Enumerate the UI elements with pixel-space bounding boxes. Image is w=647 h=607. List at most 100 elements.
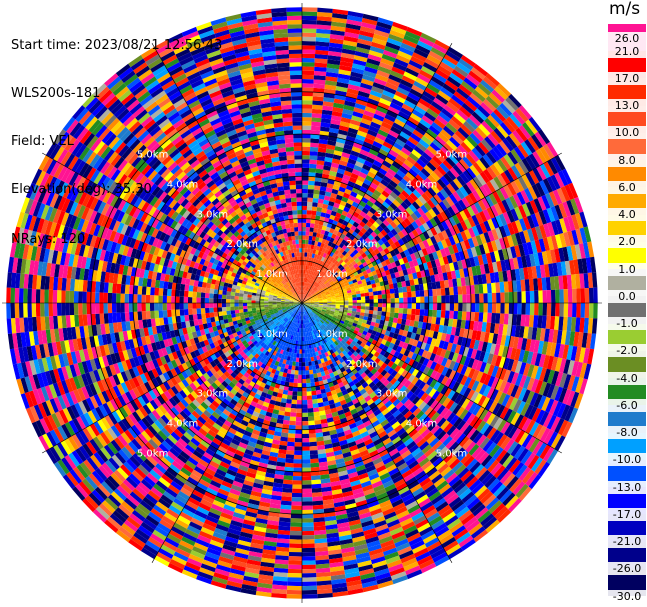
velocity-gate [352, 305, 357, 309]
velocity-gate [340, 56, 354, 64]
velocity-gate [426, 237, 434, 247]
velocity-gate [448, 97, 462, 110]
velocity-gate [416, 158, 427, 168]
velocity-gate [302, 112, 312, 118]
velocity-gate [564, 184, 575, 201]
velocity-gate [389, 312, 395, 318]
velocity-gate [308, 269, 311, 275]
velocity-gate [363, 70, 377, 78]
velocity-gate [462, 170, 473, 182]
velocity-gate [302, 522, 314, 527]
velocity-gate [524, 314, 530, 327]
velocity-gate [335, 212, 342, 219]
velocity-gate [341, 112, 353, 120]
velocity-gate [512, 303, 518, 315]
velocity-gate [306, 214, 312, 219]
velocity-gate [322, 267, 327, 273]
velocity-gate [365, 102, 378, 110]
velocity-gate [287, 568, 302, 574]
velocity-gate [446, 271, 453, 280]
velocity-gate [369, 295, 374, 300]
velocity-gate [302, 404, 308, 409]
velocity-gate [539, 264, 546, 278]
velocity-gate [382, 275, 388, 282]
velocity-gate [445, 156, 456, 168]
velocity-gate [302, 57, 315, 63]
velocity-gate [495, 215, 504, 228]
velocity-gate [302, 370, 306, 375]
velocity-gate [317, 155, 326, 162]
velocity-gate [302, 539, 315, 544]
velocity-gate [465, 153, 477, 165]
velocity-gate [334, 293, 340, 296]
velocity-gate [487, 133, 500, 147]
velocity-gate [352, 278, 358, 284]
velocity-gate [423, 309, 429, 317]
velocity-gate [489, 272, 496, 284]
velocity-gate [491, 312, 497, 324]
velocity-gate [323, 300, 328, 302]
velocity-gate [495, 188, 506, 202]
velocity-gate [302, 129, 312, 135]
velocity-gate [307, 278, 310, 283]
velocity-gate [567, 288, 573, 303]
velocity-gate [569, 260, 576, 275]
velocity-gate [333, 216, 340, 222]
velocity-gate [440, 310, 446, 319]
velocity-gate [436, 288, 442, 296]
velocity-gate [302, 79, 314, 84]
velocity-gate [499, 186, 510, 200]
velocity-gate [302, 32, 317, 38]
velocity-gate [342, 263, 348, 269]
velocity-gate [321, 109, 333, 116]
velocity-gate [479, 293, 484, 303]
velocity-gate [390, 303, 395, 308]
velocity-gate [527, 266, 534, 280]
velocity-gate [347, 83, 360, 91]
velocity-gate [310, 257, 315, 263]
velocity-gate [525, 254, 532, 268]
velocity-gate [307, 184, 315, 190]
velocity-gate [312, 202, 318, 208]
velocity-gate [302, 28, 317, 33]
velocity-gate [304, 297, 309, 301]
velocity-gate [568, 182, 579, 199]
velocity-gate [302, 497, 313, 502]
velocity-gate [302, 290, 304, 295]
velocity-gate [477, 254, 484, 266]
velocity-gate [538, 290, 543, 303]
velocity-gate [469, 164, 480, 177]
velocity-gate [375, 186, 384, 194]
velocity-gate [386, 133, 398, 142]
velocity-gate [510, 208, 519, 222]
velocity-gate [343, 170, 352, 177]
velocity-gate [426, 161, 437, 172]
velocity-gate [463, 207, 472, 219]
velocity-gate [313, 83, 325, 89]
velocity-gate [289, 378, 295, 383]
velocity-gate [454, 252, 462, 262]
velocity-gate [302, 518, 314, 523]
velocity-gate [408, 231, 416, 240]
velocity-gate [311, 280, 315, 285]
velocity-gate [368, 49, 383, 58]
velocity-gate [558, 203, 568, 219]
velocity-gate [352, 249, 359, 255]
velocity-gate [314, 62, 328, 68]
velocity-gate [309, 227, 314, 233]
velocity-gate [411, 308, 416, 315]
velocity-gate [377, 182, 387, 191]
velocity-gate [521, 291, 526, 303]
velocity-gate [343, 206, 350, 213]
velocity-gate [433, 118, 446, 129]
velocity-gate [324, 248, 329, 255]
velocity-gate [354, 217, 362, 225]
velocity-gate [515, 107, 529, 123]
velocity-gate [436, 265, 443, 275]
velocity-gate [510, 233, 519, 247]
velocity-gate [422, 222, 431, 232]
velocity-gate [466, 303, 472, 312]
velocity-gate [516, 314, 522, 326]
velocity-gate [430, 259, 437, 269]
velocity-gate [453, 178, 463, 189]
